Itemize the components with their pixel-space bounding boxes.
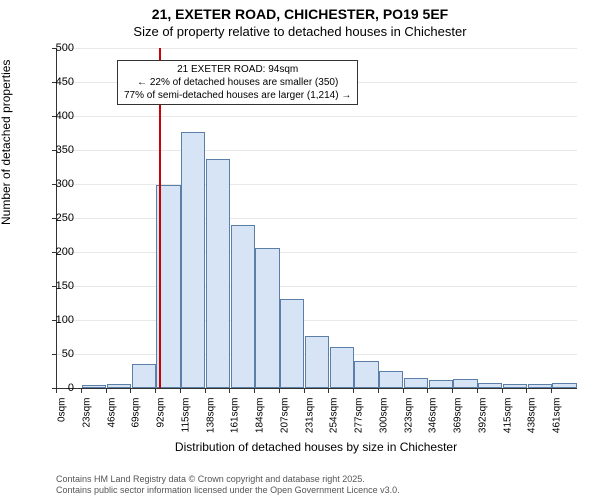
x-tick-mark bbox=[526, 388, 527, 393]
x-tick-mark bbox=[328, 388, 329, 393]
x-tick-label: 231sqm bbox=[304, 398, 315, 448]
x-tick-label: 184sqm bbox=[255, 398, 266, 448]
histogram-bar bbox=[552, 383, 576, 388]
x-tick-mark bbox=[205, 388, 206, 393]
x-tick-label: 207sqm bbox=[279, 398, 290, 448]
y-tick-label: 400 bbox=[34, 110, 74, 122]
grid-line bbox=[57, 116, 577, 117]
y-tick-label: 150 bbox=[34, 280, 74, 292]
x-tick-mark bbox=[180, 388, 181, 393]
histogram-bar bbox=[478, 383, 502, 388]
y-tick-label: 350 bbox=[34, 144, 74, 156]
histogram-bar bbox=[453, 379, 477, 388]
x-tick-label: 115sqm bbox=[180, 398, 191, 448]
annotation-smaller-pct: ← 22% of detached houses are smaller (35… bbox=[124, 76, 351, 89]
grid-line bbox=[57, 218, 577, 219]
grid-line bbox=[57, 184, 577, 185]
x-tick-label: 323sqm bbox=[403, 398, 414, 448]
y-tick-label: 50 bbox=[34, 348, 74, 360]
histogram-bar bbox=[379, 371, 403, 388]
x-tick-label: 92sqm bbox=[156, 398, 167, 448]
y-tick-label: 100 bbox=[34, 314, 74, 326]
histogram-bar bbox=[503, 384, 527, 388]
y-tick-label: 200 bbox=[34, 246, 74, 258]
x-tick-mark bbox=[551, 388, 552, 393]
footer-line2: Contains public sector information licen… bbox=[56, 485, 400, 496]
y-tick-label: 500 bbox=[34, 42, 74, 54]
x-tick-label: 346sqm bbox=[428, 398, 439, 448]
x-tick-label: 254sqm bbox=[329, 398, 340, 448]
histogram-bar bbox=[181, 132, 205, 388]
x-tick-label: 369sqm bbox=[453, 398, 464, 448]
chart-title-line2: Size of property relative to detached ho… bbox=[0, 22, 600, 39]
x-tick-label: 415sqm bbox=[502, 398, 513, 448]
footer-line1: Contains HM Land Registry data © Crown c… bbox=[56, 474, 400, 485]
histogram-bar bbox=[305, 336, 329, 388]
histogram-bar bbox=[404, 378, 428, 388]
x-tick-label: 300sqm bbox=[378, 398, 389, 448]
chart-container: 21, EXETER ROAD, CHICHESTER, PO19 5EF Si… bbox=[0, 0, 600, 500]
x-tick-label: 138sqm bbox=[205, 398, 216, 448]
x-tick-mark bbox=[378, 388, 379, 393]
plot-area: 21 EXETER ROAD: 94sqm← 22% of detached h… bbox=[56, 48, 577, 389]
x-tick-label: 23sqm bbox=[81, 398, 92, 448]
histogram-bar bbox=[82, 385, 106, 388]
x-tick-mark bbox=[130, 388, 131, 393]
histogram-bar bbox=[255, 248, 279, 388]
x-tick-label: 277sqm bbox=[354, 398, 365, 448]
histogram-bar bbox=[231, 225, 255, 388]
histogram-bar bbox=[107, 384, 131, 388]
x-tick-label: 69sqm bbox=[131, 398, 142, 448]
x-tick-mark bbox=[353, 388, 354, 393]
x-tick-mark bbox=[403, 388, 404, 393]
histogram-bar bbox=[528, 384, 552, 388]
grid-line bbox=[57, 252, 577, 253]
histogram-bar bbox=[206, 159, 230, 388]
x-tick-mark bbox=[304, 388, 305, 393]
annotation-larger-pct: 77% of semi-detached houses are larger (… bbox=[124, 89, 351, 102]
x-tick-label: 161sqm bbox=[230, 398, 241, 448]
histogram-bar bbox=[429, 380, 453, 388]
x-tick-mark bbox=[502, 388, 503, 393]
footer-attribution: Contains HM Land Registry data © Crown c… bbox=[56, 474, 400, 496]
y-tick-label: 300 bbox=[34, 178, 74, 190]
chart-title-line1: 21, EXETER ROAD, CHICHESTER, PO19 5EF bbox=[0, 0, 600, 22]
x-tick-mark bbox=[427, 388, 428, 393]
grid-line bbox=[57, 48, 577, 49]
x-tick-mark bbox=[452, 388, 453, 393]
histogram-bar bbox=[354, 361, 378, 388]
y-axis-label: Number of detached properties bbox=[0, 60, 13, 225]
annotation-property-size: 21 EXETER ROAD: 94sqm bbox=[124, 63, 351, 76]
x-tick-label: 392sqm bbox=[477, 398, 488, 448]
grid-line bbox=[57, 320, 577, 321]
x-tick-mark bbox=[477, 388, 478, 393]
grid-line bbox=[57, 286, 577, 287]
x-tick-label: 461sqm bbox=[552, 398, 563, 448]
histogram-bar bbox=[280, 299, 304, 388]
grid-line bbox=[57, 150, 577, 151]
x-tick-mark bbox=[279, 388, 280, 393]
y-tick-label: 450 bbox=[34, 76, 74, 88]
x-tick-label: 438sqm bbox=[527, 398, 538, 448]
x-tick-label: 46sqm bbox=[106, 398, 117, 448]
y-tick-label: 0 bbox=[34, 382, 74, 394]
x-tick-label: 0sqm bbox=[57, 398, 68, 448]
x-tick-mark bbox=[81, 388, 82, 393]
histogram-bar bbox=[330, 347, 354, 388]
annotation-box: 21 EXETER ROAD: 94sqm← 22% of detached h… bbox=[117, 60, 358, 105]
x-tick-mark bbox=[56, 388, 57, 393]
x-tick-mark bbox=[106, 388, 107, 393]
x-tick-mark bbox=[229, 388, 230, 393]
x-tick-mark bbox=[254, 388, 255, 393]
x-tick-mark bbox=[155, 388, 156, 393]
y-tick-label: 250 bbox=[34, 212, 74, 224]
histogram-bar bbox=[132, 364, 156, 388]
